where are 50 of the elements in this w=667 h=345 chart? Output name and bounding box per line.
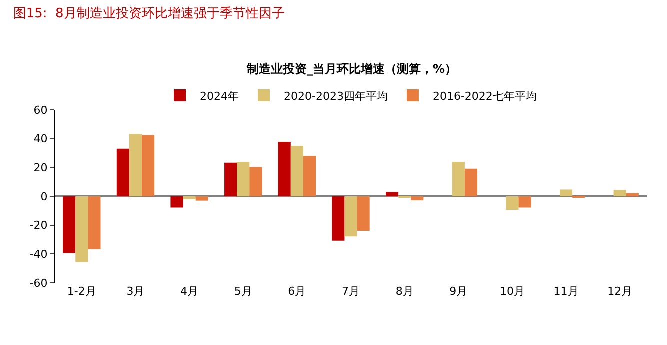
bar: [518, 196, 532, 208]
x-tick-label: 5月: [234, 285, 252, 298]
y-tick-label: -40: [30, 248, 48, 262]
y-tick-label: -60: [30, 276, 48, 290]
bar: [332, 196, 345, 241]
x-tick-label: 1-2月: [67, 285, 96, 298]
x-tick-label: 7月: [342, 285, 360, 298]
bar: [614, 190, 626, 196]
bar: [224, 162, 238, 196]
bar: [170, 196, 184, 208]
bar: [278, 142, 291, 196]
bar: [560, 190, 573, 196]
bar: [196, 196, 208, 201]
legend-label: 2024年: [200, 90, 239, 103]
chart-title: 图15: 8月制造业投资环比增速强于季节性因子: [13, 6, 285, 22]
x-tick-label: 8月: [396, 285, 414, 298]
x-tick-label: 6月: [288, 285, 306, 298]
bar: [452, 162, 465, 196]
y-tick-label: -20: [30, 219, 48, 232]
y-tick-label: 0: [40, 190, 48, 204]
bar: [142, 135, 155, 196]
bar: [357, 196, 370, 231]
bar: [237, 162, 250, 196]
bar: [464, 168, 478, 196]
bar: [626, 193, 639, 196]
bar: [183, 196, 196, 200]
y-tick-label: 20: [34, 162, 48, 175]
bar: [250, 167, 262, 196]
bar: [88, 196, 101, 250]
chart-subtitle: 制造业投资_当月环比增速（测算，%）: [246, 62, 458, 76]
bar: [76, 196, 88, 262]
x-tick-label: 11月: [554, 285, 579, 298]
bar: [344, 196, 358, 237]
bar: [129, 134, 142, 196]
y-tick-label: 60: [34, 104, 48, 117]
y-tick-label: 40: [34, 132, 48, 146]
x-tick-label: 12月: [608, 285, 633, 298]
x-tick-label: 4月: [180, 285, 199, 298]
bar: [303, 156, 316, 196]
bar: [290, 146, 304, 196]
bar: [411, 196, 424, 201]
legend-label: 2020-2023四年平均: [284, 90, 388, 103]
x-tick-label: 9月: [450, 285, 468, 298]
bar: [116, 148, 130, 196]
bar: [386, 192, 399, 196]
x-tick-label: 3月: [126, 285, 145, 298]
bar: [506, 196, 519, 210]
bar: [63, 196, 76, 254]
x-tick-label: 10月: [500, 285, 525, 298]
legend-label: 2016-2022七年平均: [432, 90, 537, 103]
